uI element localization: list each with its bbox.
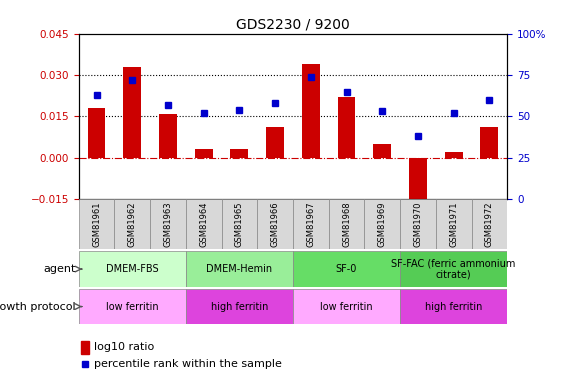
Bar [329,199,364,249]
Bar [436,199,472,249]
Bar [79,289,186,324]
Text: GSM81970: GSM81970 [413,201,423,247]
Bar [293,251,400,287]
Bar [364,199,400,249]
Title: GDS2230 / 9200: GDS2230 / 9200 [236,17,350,31]
Text: growth protocol: growth protocol [0,302,76,312]
Bar [114,199,150,249]
Text: GSM81964: GSM81964 [199,201,208,247]
Text: GSM81968: GSM81968 [342,201,351,247]
Bar [79,251,186,287]
Bar [373,144,391,158]
Text: GSM81971: GSM81971 [449,201,458,247]
Bar [87,108,106,158]
Text: SF-FAC (ferric ammonium
citrate): SF-FAC (ferric ammonium citrate) [391,258,516,280]
Bar [400,289,507,324]
Text: GSM81965: GSM81965 [235,201,244,247]
Bar [159,114,177,158]
Text: GSM81963: GSM81963 [163,201,173,247]
Bar [445,152,462,157]
Text: GSM81961: GSM81961 [92,201,101,247]
Bar [400,199,436,249]
Text: GSM81966: GSM81966 [271,201,280,247]
Bar [400,251,507,287]
Bar [186,199,222,249]
Text: DMEM-FBS: DMEM-FBS [106,264,159,274]
Text: SF-0: SF-0 [336,264,357,274]
Text: low ferritin: low ferritin [320,302,373,312]
Bar [338,97,356,158]
Bar [409,158,427,207]
Text: low ferritin: low ferritin [106,302,159,312]
Bar [79,199,114,249]
Bar [293,289,400,324]
Text: agent: agent [43,264,76,274]
Bar [222,199,257,249]
Bar [266,127,284,158]
Text: GSM81969: GSM81969 [378,201,387,247]
Bar [186,289,293,324]
Text: GSM81967: GSM81967 [306,201,315,247]
Text: high ferritin: high ferritin [425,302,482,312]
Bar [150,199,186,249]
Bar [124,67,141,158]
Bar [293,199,329,249]
Text: log10 ratio: log10 ratio [94,342,154,352]
Bar [81,341,89,354]
Bar [472,199,507,249]
Bar [186,251,293,287]
Bar [195,149,213,158]
Text: high ferritin: high ferritin [210,302,268,312]
Text: GSM81972: GSM81972 [485,201,494,247]
Text: GSM81962: GSM81962 [128,201,137,247]
Text: percentile rank within the sample: percentile rank within the sample [94,359,282,369]
Bar [257,199,293,249]
Text: DMEM-Hemin: DMEM-Hemin [206,264,272,274]
Bar [480,127,498,158]
Bar [230,149,248,158]
Bar [302,64,319,158]
